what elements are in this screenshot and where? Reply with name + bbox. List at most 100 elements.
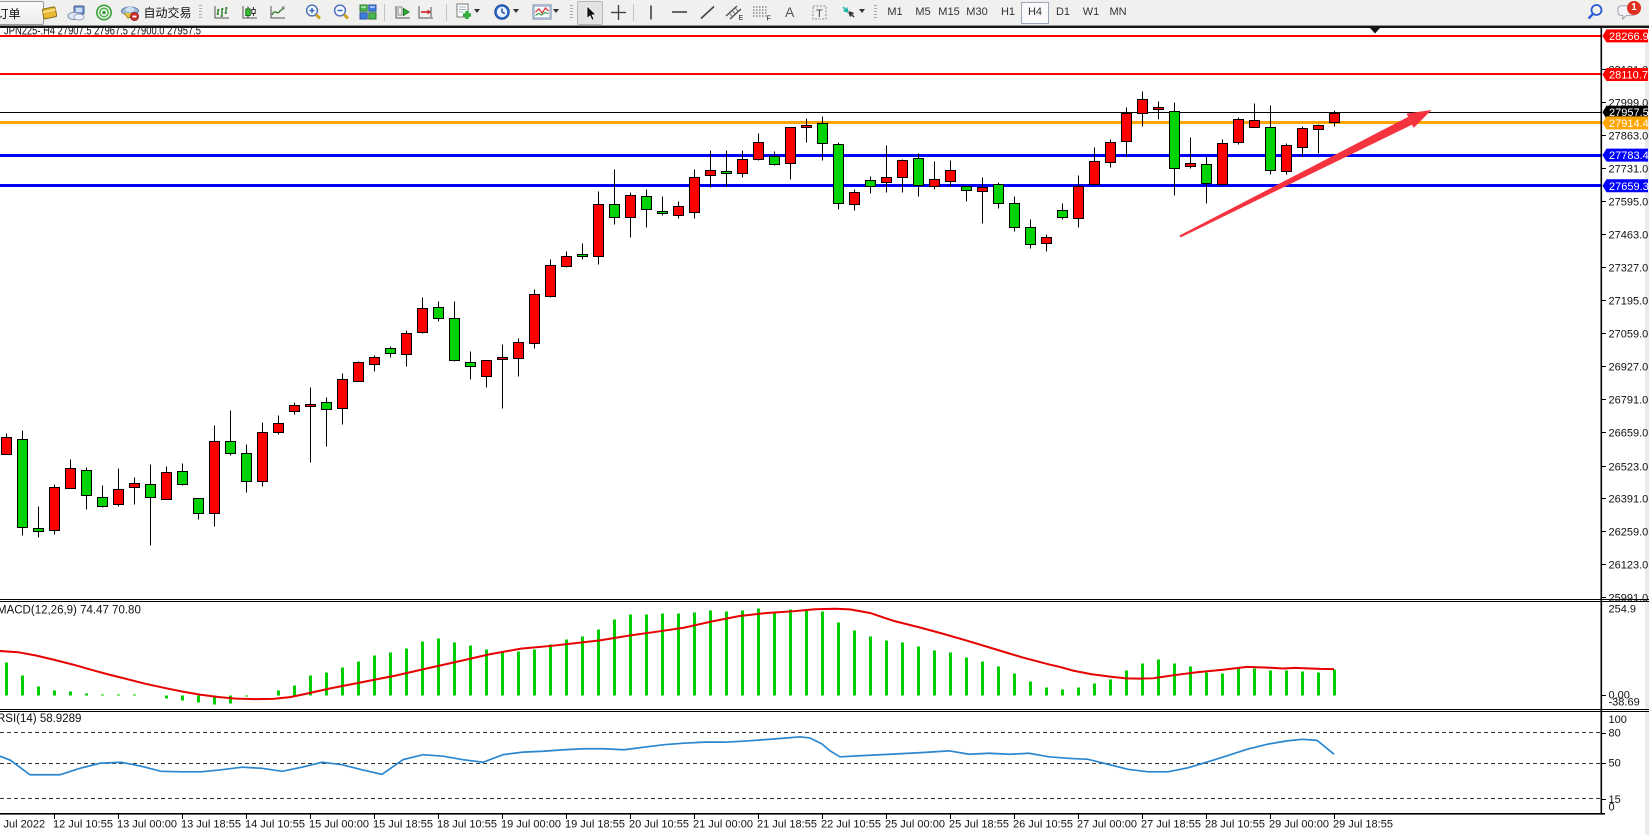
price-badge-label: 27914.4 <box>1609 118 1649 130</box>
dropdown-arrow-icon[interactable] <box>553 9 559 13</box>
candle <box>753 142 764 160</box>
indicator-run-icon[interactable] <box>391 1 415 23</box>
sonar-icon[interactable] <box>93 1 115 23</box>
text-label-icon[interactable]: T <box>810 1 830 23</box>
hline-icon[interactable] <box>669 1 689 23</box>
new-order-button[interactable]: 订单 <box>0 1 44 25</box>
timeframe-button-w1[interactable]: W1 <box>1082 6 1100 18</box>
toolbar-separator <box>446 4 447 21</box>
rsi-pane: RSI(14) 58.9289 <box>0 713 1601 799</box>
vline-icon <box>646 4 656 21</box>
autotrade-icon <box>120 4 140 21</box>
price-badge <box>1602 105 1648 119</box>
crosshair-icon <box>610 4 627 21</box>
channel-icon[interactable]: E <box>723 1 745 23</box>
time-tick-label: 19 Jul 18:55 <box>565 819 625 831</box>
chat-button[interactable]: 1 <box>1615 1 1643 23</box>
timeframe-button-h4[interactable]: H4 <box>1021 2 1049 24</box>
candle <box>417 308 428 333</box>
timeframe-button-m30[interactable]: M30 <box>966 6 988 18</box>
trend-arrow[interactable] <box>1179 116 1413 238</box>
price-badge-label: 27659.3 <box>1609 181 1649 193</box>
candle <box>609 204 620 218</box>
price-tick-label: 26523.0 <box>1609 462 1649 474</box>
candle <box>961 186 972 191</box>
channel-icon: E <box>724 4 744 21</box>
trend-arrow-head <box>1406 110 1432 128</box>
arrows-icon[interactable] <box>839 1 859 23</box>
time-tick-label: 14 Jul 10:55 <box>245 819 305 831</box>
indicator-run-icon <box>394 4 412 21</box>
time-tick-label: 12 Jul 10:55 <box>53 819 113 831</box>
candle <box>321 402 332 410</box>
candle <box>657 211 668 214</box>
time-tick-label: 26 Jul 10:55 <box>1013 819 1073 831</box>
add-indicator-icon[interactable] <box>452 1 476 23</box>
candle <box>705 170 716 176</box>
barchart-icon[interactable] <box>210 1 234 23</box>
price-badge-label: 27957.5 <box>1609 107 1649 119</box>
candle <box>33 528 44 532</box>
chart-shift-icon <box>417 4 435 21</box>
candle <box>433 307 444 319</box>
tile-windows-icon[interactable] <box>356 1 380 23</box>
trendline-icon <box>699 4 716 21</box>
candle <box>993 184 1004 204</box>
dropdown-arrow-icon[interactable] <box>513 9 519 13</box>
candle <box>177 471 188 485</box>
chart-shift-icon[interactable] <box>414 1 438 23</box>
candle <box>929 179 940 187</box>
candle <box>353 362 364 382</box>
text-icon[interactable]: A <box>781 1 799 23</box>
cursor-icon <box>584 4 597 22</box>
crosshair-icon[interactable] <box>606 1 630 23</box>
price-axis: 28131.027999.027863.027731.027595.027463… <box>0 28 1649 815</box>
template-icon <box>532 4 552 20</box>
candle <box>129 483 140 488</box>
timeframe-button-m1[interactable]: M1 <box>887 6 903 18</box>
price-tick-label: 26791.0 <box>1609 395 1649 407</box>
svg-text:T: T <box>816 8 823 20</box>
zoom-in-icon[interactable] <box>301 1 325 23</box>
time-tick-label: 27 Jul 18:55 <box>1141 819 1201 831</box>
time-tick-label: 13 Jul 00:00 <box>117 819 177 831</box>
template-icon[interactable] <box>530 1 554 23</box>
dropdown-arrow-icon[interactable] <box>859 9 865 13</box>
vline-icon[interactable] <box>641 1 661 23</box>
book-icon[interactable] <box>38 1 60 23</box>
toolbar-grip <box>570 5 573 20</box>
candle <box>449 318 460 361</box>
autotrade-button[interactable]: 自动交易 <box>119 1 193 23</box>
timeframe-button-m5[interactable]: M5 <box>915 6 931 18</box>
candle <box>1153 107 1164 110</box>
search-icon[interactable] <box>1583 1 1607 23</box>
dropdown-arrow-icon[interactable] <box>474 9 480 13</box>
time-axis: 11 Jul 2022 12 Jul 10:55 13 Jul 00:00 13 Ju… <box>0 814 1393 831</box>
candle <box>1297 128 1308 148</box>
candlestick-icon[interactable] <box>238 1 262 23</box>
trendline-icon[interactable] <box>697 1 717 23</box>
candle <box>401 333 412 355</box>
fibonacci-icon[interactable]: F <box>751 1 773 23</box>
candle <box>1105 142 1116 163</box>
candle <box>1313 125 1324 130</box>
linechart-icon[interactable] <box>266 1 290 23</box>
period-clock-icon[interactable] <box>490 1 514 23</box>
timeframe-button-mn[interactable]: MN <box>1109 6 1127 18</box>
cloud-icon[interactable] <box>65 1 87 23</box>
candle <box>785 127 796 164</box>
price-tick-label: 26391.0 <box>1609 494 1649 506</box>
timeframe-button-d1[interactable]: D1 <box>1055 6 1071 18</box>
candle <box>881 177 892 183</box>
time-tick-label: 13 Jul 18:55 <box>181 819 241 831</box>
autotrade-label: 自动交易 <box>143 5 192 20</box>
timeframe-button-m15[interactable]: M15 <box>938 6 960 18</box>
timeframe-button-h1[interactable]: H1 <box>1000 6 1016 18</box>
arrows-icon <box>840 4 858 20</box>
candlestick-icon <box>241 4 259 21</box>
zoom-out-icon[interactable] <box>329 1 353 23</box>
shift-marker-icon[interactable] <box>1370 28 1380 34</box>
price-tick-label: 26927.0 <box>1609 362 1649 374</box>
cursor-icon[interactable] <box>577 1 603 25</box>
